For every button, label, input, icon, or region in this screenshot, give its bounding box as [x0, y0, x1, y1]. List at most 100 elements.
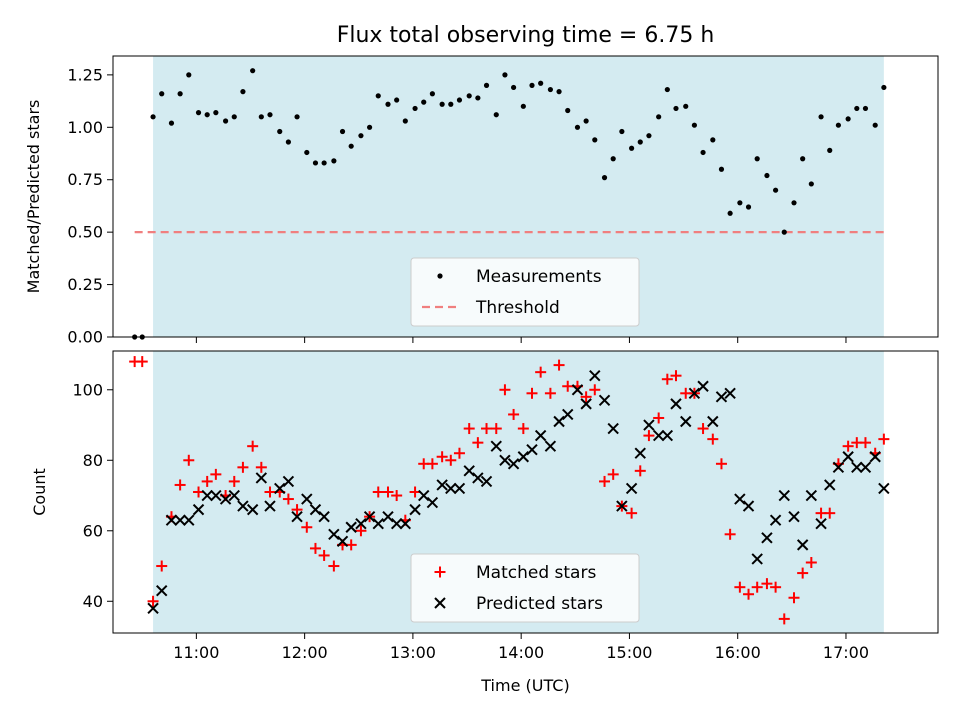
- measurement-point: [881, 85, 886, 90]
- legend-label-measurements: Measurements: [476, 267, 602, 287]
- measurement-point: [304, 150, 309, 155]
- measurement-point: [394, 97, 399, 102]
- measurement-point: [846, 116, 851, 121]
- measurement-point: [700, 150, 705, 155]
- measurement-point: [403, 118, 408, 123]
- measurement-point: [836, 123, 841, 128]
- ratio-ytick-label: 0.00: [67, 328, 103, 347]
- measurement-point: [475, 95, 480, 100]
- y-axis-label-ratio: Matched/Predicted stars: [24, 100, 43, 294]
- count-ytick-label: 40: [83, 592, 103, 611]
- measurement-point: [286, 139, 291, 144]
- measurement-point: [782, 230, 787, 235]
- ratio-ytick-label: 0.75: [67, 170, 103, 189]
- measurement-point: [565, 108, 570, 113]
- measurement-point: [223, 118, 228, 123]
- count-xtick-label: 12:00: [282, 643, 328, 662]
- measurement-point: [556, 89, 561, 94]
- ratio-ytick-label: 0.50: [67, 223, 103, 242]
- count-xtick-label: 13:00: [390, 643, 436, 662]
- legend-marker-measurements: [437, 273, 442, 278]
- measurement-point: [873, 123, 878, 128]
- measurement-point: [322, 160, 327, 165]
- measurement-point: [331, 158, 336, 163]
- measurement-point: [728, 211, 733, 216]
- measurement-point: [548, 87, 553, 92]
- measurement-point: [737, 200, 742, 205]
- measurement-point: [213, 110, 218, 115]
- measurement-point: [467, 93, 472, 98]
- measurement-point: [827, 148, 832, 153]
- measurement-point: [232, 114, 237, 119]
- count-xtick-label: 11:00: [173, 643, 219, 662]
- measurement-point: [673, 106, 678, 111]
- measurement-point: [440, 102, 445, 107]
- x-axis-label: Time (UTC): [480, 676, 569, 695]
- measurement-point: [584, 118, 589, 123]
- measurement-point: [349, 144, 354, 149]
- count-ytick-label: 80: [83, 451, 103, 470]
- measurement-point: [340, 129, 345, 134]
- measurement-point: [619, 129, 624, 134]
- measurement-point: [376, 93, 381, 98]
- measurement-point: [250, 68, 255, 73]
- measurement-point: [592, 137, 597, 142]
- measurement-point: [791, 200, 796, 205]
- measurement-point: [656, 114, 661, 119]
- measurement-point: [240, 89, 245, 94]
- measurement-point: [521, 104, 526, 109]
- measurement-point: [421, 100, 426, 105]
- measurement-point: [538, 81, 543, 86]
- measurement-point: [178, 91, 183, 96]
- measurement-point: [358, 133, 363, 138]
- chart-title: Flux total observing time = 6.75 h: [337, 23, 715, 48]
- measurement-point: [430, 91, 435, 96]
- measurement-point: [294, 114, 299, 119]
- measurement-point: [575, 125, 580, 130]
- legend-label-predicted: Predicted stars: [476, 594, 603, 614]
- ratio-ytick-label: 1.00: [67, 118, 103, 137]
- measurement-point: [412, 106, 417, 111]
- measurement-point: [186, 72, 191, 77]
- measurement-point: [773, 188, 778, 193]
- count-xtick-label: 15:00: [606, 643, 652, 662]
- count-xtick-label: 14:00: [498, 643, 544, 662]
- count-xtick-label: 16:00: [715, 643, 761, 662]
- legend-ratio: Measurements Threshold: [411, 258, 639, 326]
- measurement-point: [502, 72, 507, 77]
- measurement-point: [692, 123, 697, 128]
- panel-ratio: 0.00 0.25 0.50 0.75 1.00 1.25 Flux total obse…: [24, 23, 938, 347]
- measurement-point: [611, 156, 616, 161]
- measurement-point: [385, 102, 390, 107]
- measurement-point: [313, 160, 318, 165]
- measurement-point: [854, 106, 859, 111]
- measurement-point: [159, 91, 164, 96]
- measurement-point: [169, 121, 174, 126]
- measurement-point: [494, 112, 499, 117]
- ratio-ytick-label: 0.25: [67, 275, 103, 294]
- chart: 0.00 0.25 0.50 0.75 1.00 1.25 Flux total obse…: [0, 0, 960, 720]
- measurement-point: [267, 112, 272, 117]
- measurement-point: [719, 167, 724, 172]
- legend-label-threshold: Threshold: [475, 298, 560, 318]
- measurement-point: [638, 139, 643, 144]
- measurement-point: [484, 83, 489, 88]
- measurement-point: [683, 104, 688, 109]
- measurement-point: [196, 110, 201, 115]
- measurement-point: [277, 129, 282, 134]
- measurement-point: [629, 146, 634, 151]
- measurement-point: [602, 175, 607, 180]
- measurement-point: [818, 114, 823, 119]
- measurement-point: [710, 137, 715, 142]
- count-ytick-label: 100: [72, 380, 103, 399]
- measurement-point: [259, 114, 264, 119]
- legend-counts: Matched stars Predicted stars: [411, 554, 639, 622]
- measurement-point: [511, 85, 516, 90]
- measurement-point: [746, 204, 751, 209]
- measurement-point: [809, 181, 814, 186]
- measurement-point: [367, 125, 372, 130]
- ratio-ytick-label: 1.25: [67, 65, 103, 84]
- measurement-point: [863, 106, 868, 111]
- measurement-point: [800, 156, 805, 161]
- measurement-point: [764, 173, 769, 178]
